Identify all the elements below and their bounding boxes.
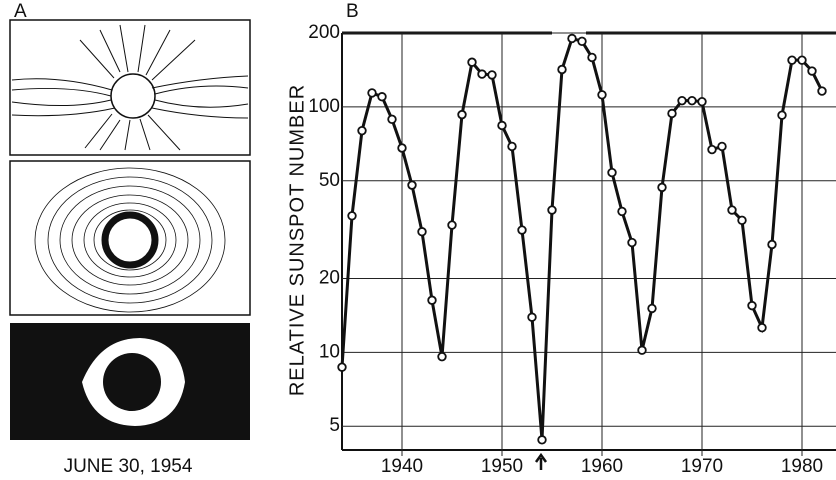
caption: JUNE 30, 1954 [64, 456, 193, 477]
data-point [337, 362, 347, 372]
data-point [597, 90, 607, 100]
data-point [627, 237, 637, 248]
data-point [657, 182, 667, 193]
data-point [607, 167, 617, 178]
occulting-disk [103, 353, 161, 411]
data-point [517, 225, 527, 235]
data-point [557, 64, 567, 75]
y-tick-label: 20 [319, 267, 340, 288]
panel-label: A [14, 1, 27, 22]
data-point [347, 211, 357, 221]
data-point [807, 66, 817, 76]
x-tick-label: 1950 [481, 456, 523, 477]
data-point [447, 220, 457, 230]
minimum-arrow [534, 452, 548, 470]
data-point [637, 345, 647, 355]
data-point [577, 36, 587, 47]
data-point [537, 435, 547, 445]
data-point [767, 239, 777, 250]
data-point [667, 108, 677, 119]
contours [34, 167, 226, 313]
x-tick-label: 1980 [781, 456, 823, 477]
data-point [357, 125, 367, 136]
data-point [467, 57, 477, 67]
x-tick-label: 1940 [381, 456, 423, 477]
data-point [777, 110, 787, 120]
y-tick-label: 10 [319, 341, 340, 362]
data-point [407, 180, 417, 190]
data-point [677, 95, 687, 106]
data-point [697, 96, 707, 107]
data-point [737, 215, 747, 226]
data-point [727, 205, 737, 215]
data-point [477, 69, 487, 79]
data-point [367, 88, 377, 98]
streamers [11, 24, 249, 151]
data-point [717, 141, 727, 152]
data-point [487, 70, 497, 80]
x-tick-label: 1960 [581, 456, 623, 477]
data-point [547, 205, 557, 215]
data-point [567, 33, 577, 44]
data-point [497, 120, 507, 131]
data-point [817, 86, 827, 96]
x-tick-label: 1970 [681, 456, 723, 477]
image-frame [9, 19, 251, 156]
dark-ring [101, 211, 159, 269]
data-point [527, 312, 537, 322]
data-point [757, 322, 767, 333]
data-point [647, 303, 657, 314]
y-axis-title: RELATIVE SUNSPOT NUMBER [286, 84, 308, 396]
data-point [427, 295, 437, 305]
data-point [587, 52, 597, 63]
data-point [507, 141, 517, 152]
y-tick-label: 50 [319, 170, 340, 191]
data-point [617, 206, 627, 217]
data-point [687, 95, 697, 106]
data-point [707, 144, 717, 155]
data-point [377, 92, 387, 102]
data-point [387, 114, 397, 125]
data-point [397, 143, 407, 153]
y-tick-label: 100 [308, 96, 340, 117]
y-tick-label: 5 [329, 415, 340, 436]
image-frame [9, 160, 251, 316]
data-point [797, 55, 807, 65]
panel-a-images [9, 19, 251, 440]
data-point [747, 300, 757, 311]
panel-label: B [346, 1, 359, 22]
y-tick-label: 200 [308, 22, 340, 43]
series-line [340, 36, 824, 440]
data-point [417, 227, 427, 237]
data-point [457, 109, 467, 120]
sun-disk [110, 73, 156, 119]
data-point [437, 351, 447, 362]
data-point [787, 55, 797, 65]
